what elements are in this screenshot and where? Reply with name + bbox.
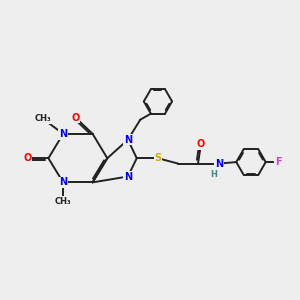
Text: H: H — [211, 170, 217, 179]
Text: S: S — [154, 153, 161, 163]
Text: N: N — [124, 135, 132, 145]
Text: F: F — [275, 157, 281, 167]
Text: O: O — [71, 112, 80, 123]
Text: N: N — [59, 129, 67, 139]
Text: N: N — [124, 172, 132, 182]
Text: O: O — [197, 140, 205, 149]
Text: CH₃: CH₃ — [34, 114, 51, 123]
Text: O: O — [23, 153, 31, 163]
Text: N: N — [59, 177, 67, 188]
Text: N: N — [215, 158, 223, 169]
Text: CH₃: CH₃ — [55, 197, 71, 206]
